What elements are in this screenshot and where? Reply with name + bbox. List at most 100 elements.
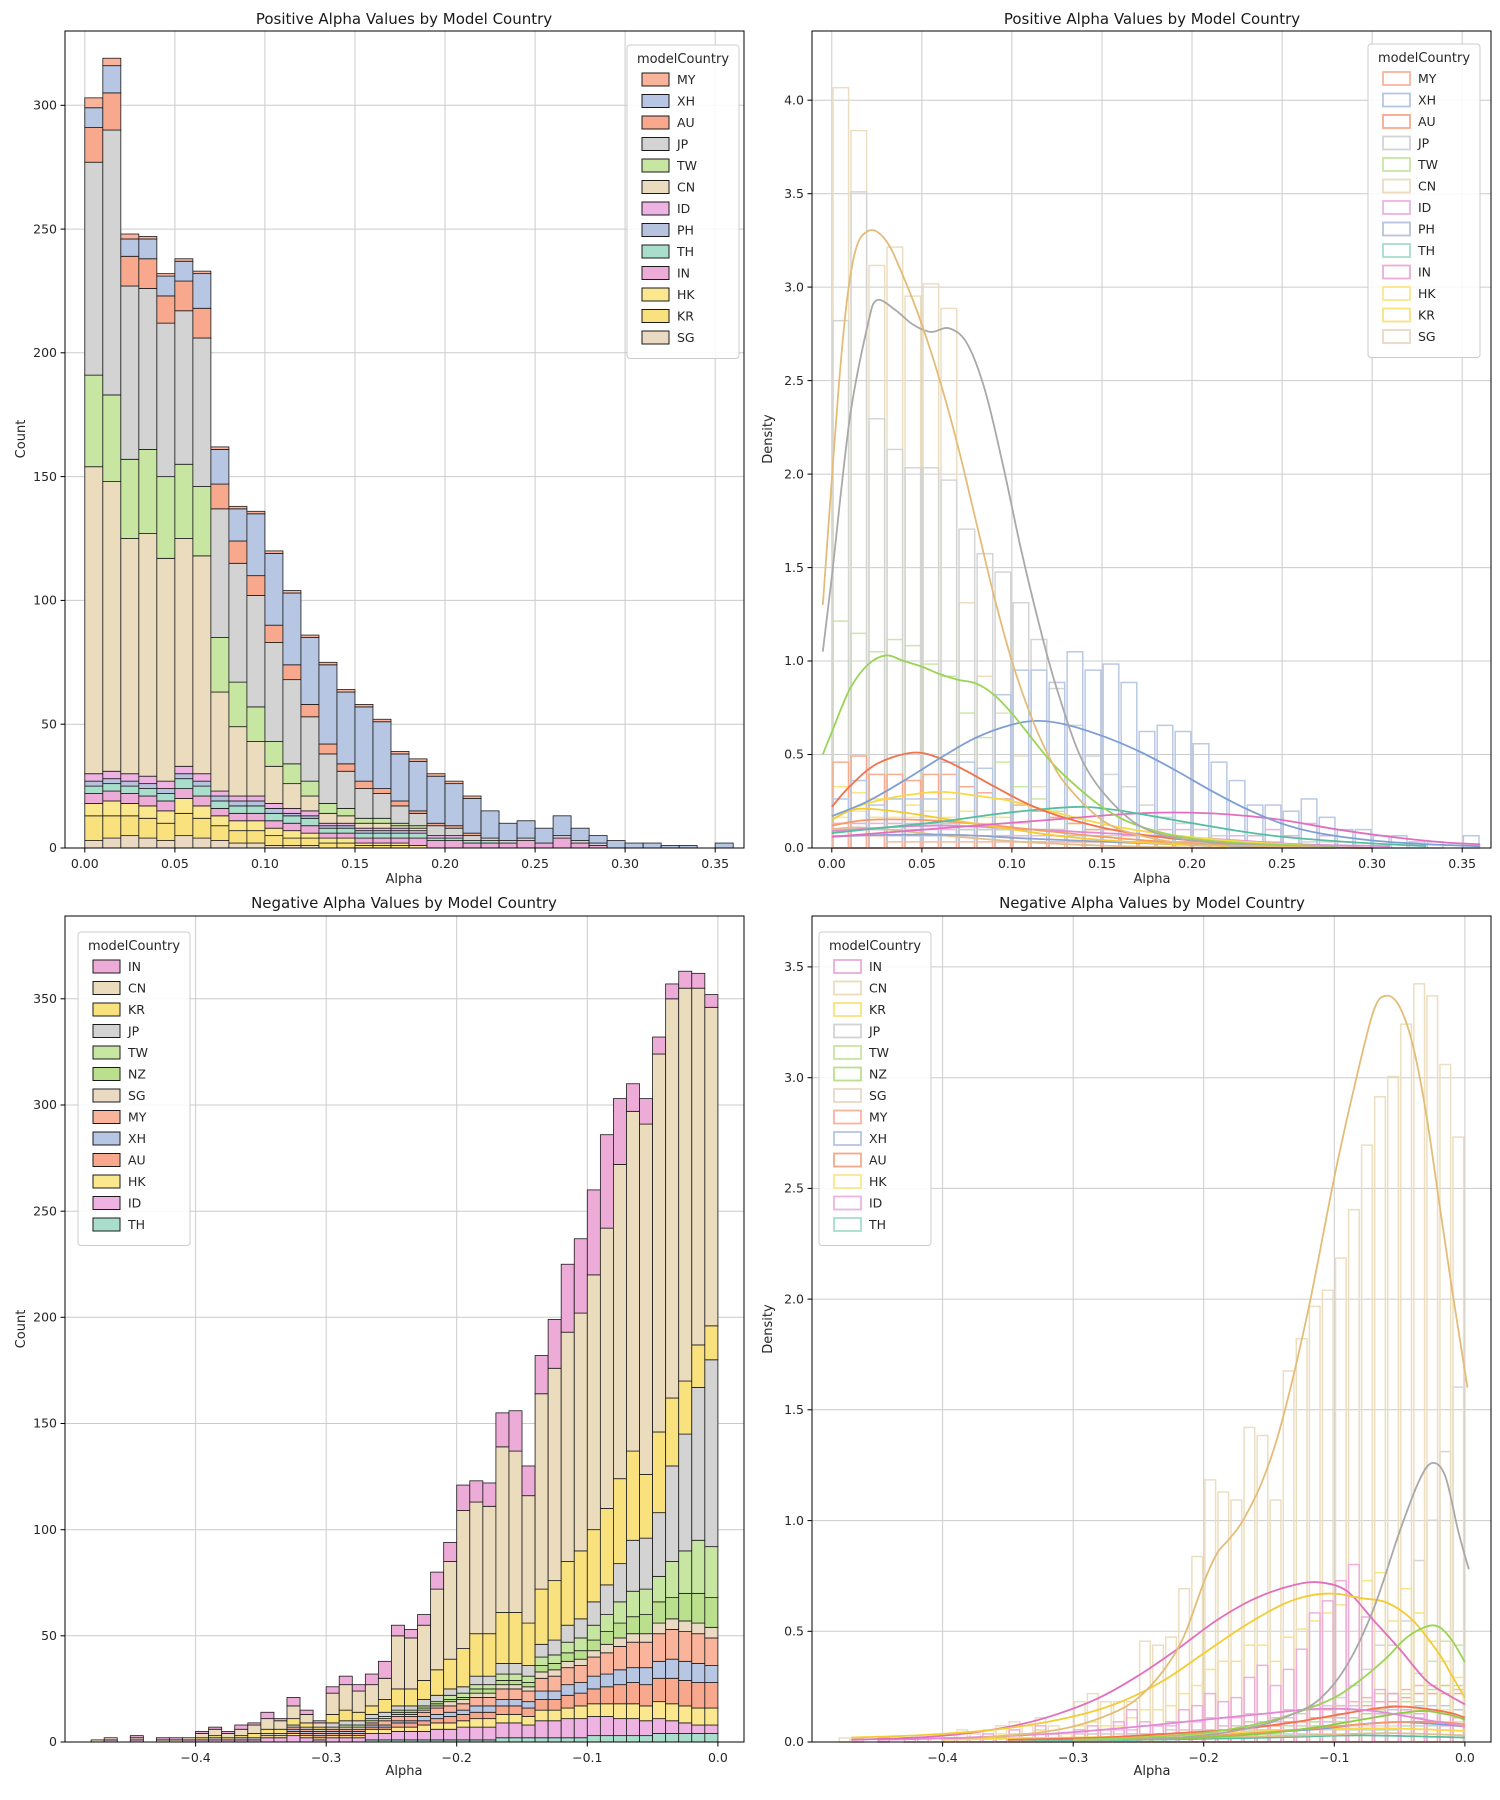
legend-swatch-JP [641,137,670,151]
legend-label-TW: TW [127,1045,148,1060]
legend-swatch-NZ [833,1066,862,1082]
svg-text:0.15: 0.15 [341,856,369,871]
svg-text:150: 150 [33,1416,57,1431]
kde-CN [981,994,1469,1739]
legend-label-HK: HK [1418,286,1436,301]
kde-IN [831,811,1481,846]
svg-text:0.25: 0.25 [521,856,549,871]
legend-swatch-MY [641,72,670,87]
legend-label-TH: TH [676,244,694,259]
legend-label-PH: PH [677,223,694,238]
svg-text:0.25: 0.25 [1268,856,1296,871]
legend-swatch-XH [833,1131,862,1146]
svg-text:200: 200 [33,1310,57,1325]
svg-text:0.35: 0.35 [1448,856,1476,871]
svg-text:100: 100 [33,1522,57,1537]
legend-title: modelCountry [637,52,729,67]
svg-text:1.0: 1.0 [784,1513,804,1528]
legend: modelCountry MY XH AU JP TW CN ID PH TH IN HK KR SG [1367,43,1481,358]
legend-swatch-TW [92,1045,121,1060]
legend-swatch-AU [92,1153,121,1167]
legend-label-KR: KR [869,1002,886,1017]
positive-density-title: Positive Alpha Values by Model Country [1003,10,1301,28]
legend-label-NZ: NZ [869,1067,887,1082]
legend-label-CN: CN [1418,179,1436,194]
svg-text:0.30: 0.30 [611,856,639,871]
legend-label-HK: HK [677,287,695,302]
svg-text:0.05: 0.05 [908,856,936,871]
plot-border [811,915,1492,1743]
svg-text:−0.2: −0.2 [442,1750,472,1765]
svg-text:3.0: 3.0 [784,279,804,294]
kde-IN [851,1581,1466,1741]
legend-label-ID: ID [128,1196,141,1211]
svg-text:0.5: 0.5 [784,1624,804,1639]
legend-label-IN: IN [677,266,690,281]
legend-label-MY: MY [128,1110,147,1125]
legend-swatch-TH [641,244,670,259]
legend-swatch-TW [641,158,670,173]
legend-label-SG: SG [1418,329,1436,344]
legend-swatch-TH [92,1217,121,1232]
legend-label-MY: MY [677,72,696,87]
legend-swatch-HK [641,287,670,302]
legend-swatch-KR [641,309,670,323]
axis-ticks: −0.4 −0.3 −0.2 −0.1 0.0 0.0 0.5 1.0 1.5 2.0 2.5 3.0… [784,959,1475,1765]
svg-text:0.0: 0.0 [784,840,804,855]
legend-swatch-ID [92,1196,121,1210]
legend-label-ID: ID [1418,200,1431,215]
axis-ticks: 0.00 0.05 0.10 0.15 0.20 0.25 0.30 0.35 0.0 0.5 1.… [784,92,1476,871]
kde-KR [851,1592,1466,1739]
legend-swatch-TW [1382,157,1411,172]
legend-label-AU: AU [869,1153,887,1168]
negative-histogram-plot: −0.4 −0.3 −0.2 −0.1 0.0 0 50 100 150 200 250 300 350… [33,915,745,1765]
svg-text:3.0: 3.0 [784,1070,804,1085]
legend-swatch-CN [833,980,862,996]
legend-label-AU: AU [1418,114,1436,129]
svg-text:1.5: 1.5 [784,560,804,575]
svg-text:0.30: 0.30 [1358,856,1386,871]
positive-histogram-ylabel: Count [14,419,29,459]
legend-label-PH: PH [1418,222,1435,237]
legend: modelCountry IN CN KR JP TW NZ SG MY XH AU HK ID TH [77,931,191,1246]
svg-text:0.10: 0.10 [251,856,279,871]
svg-text:−0.3: −0.3 [1058,1750,1088,1765]
legend-label-TH: TH [1417,243,1435,258]
negative-histogram-data [90,970,719,1743]
legend-swatch-AU [641,115,670,130]
svg-text:−0.4: −0.4 [927,1750,957,1765]
legend-label-MY: MY [1418,71,1437,86]
legend-label-XH: XH [1418,93,1436,108]
legend-label-TH: TH [868,1217,886,1232]
legend-label-KR: KR [1418,308,1435,323]
legend-swatch-SG [833,1088,862,1103]
svg-text:−0.2: −0.2 [1189,1750,1219,1765]
negative-density-data [838,983,1470,1743]
svg-text:50: 50 [41,716,57,731]
positive-histogram-title: Positive Alpha Values by Model Country [255,10,553,28]
svg-text:−0.4: −0.4 [180,1750,210,1765]
svg-text:0.0: 0.0 [708,1750,728,1765]
svg-text:300: 300 [33,98,57,113]
svg-text:−0.3: −0.3 [311,1750,341,1765]
kde-XH [831,719,1481,848]
axis-ticks: −0.4 −0.3 −0.2 −0.1 0.0 0 50 100 150 200 250 300 350 [33,991,728,1765]
svg-text:0.05: 0.05 [161,856,189,871]
legend-label-IN: IN [1418,265,1431,280]
legend-label-CN: CN [869,981,887,996]
legend-swatch-KR [833,1002,862,1017]
kde-CN [821,229,1337,849]
legend-label-XH: XH [869,1131,887,1146]
legend-label-AU: AU [677,115,695,130]
legend-swatch-CN [641,180,670,194]
legend-label-SG: SG [128,1088,146,1103]
legend-swatch-TW [833,1045,862,1060]
legend-title: modelCountry [1378,51,1470,66]
legend-swatch-XH [1382,92,1411,108]
legend-swatch-ID [833,1195,862,1211]
kde-AU [1007,1705,1466,1741]
legend-swatch-KR [1382,307,1411,323]
legend-swatch-IN [92,959,121,974]
plot-border [811,30,1492,849]
